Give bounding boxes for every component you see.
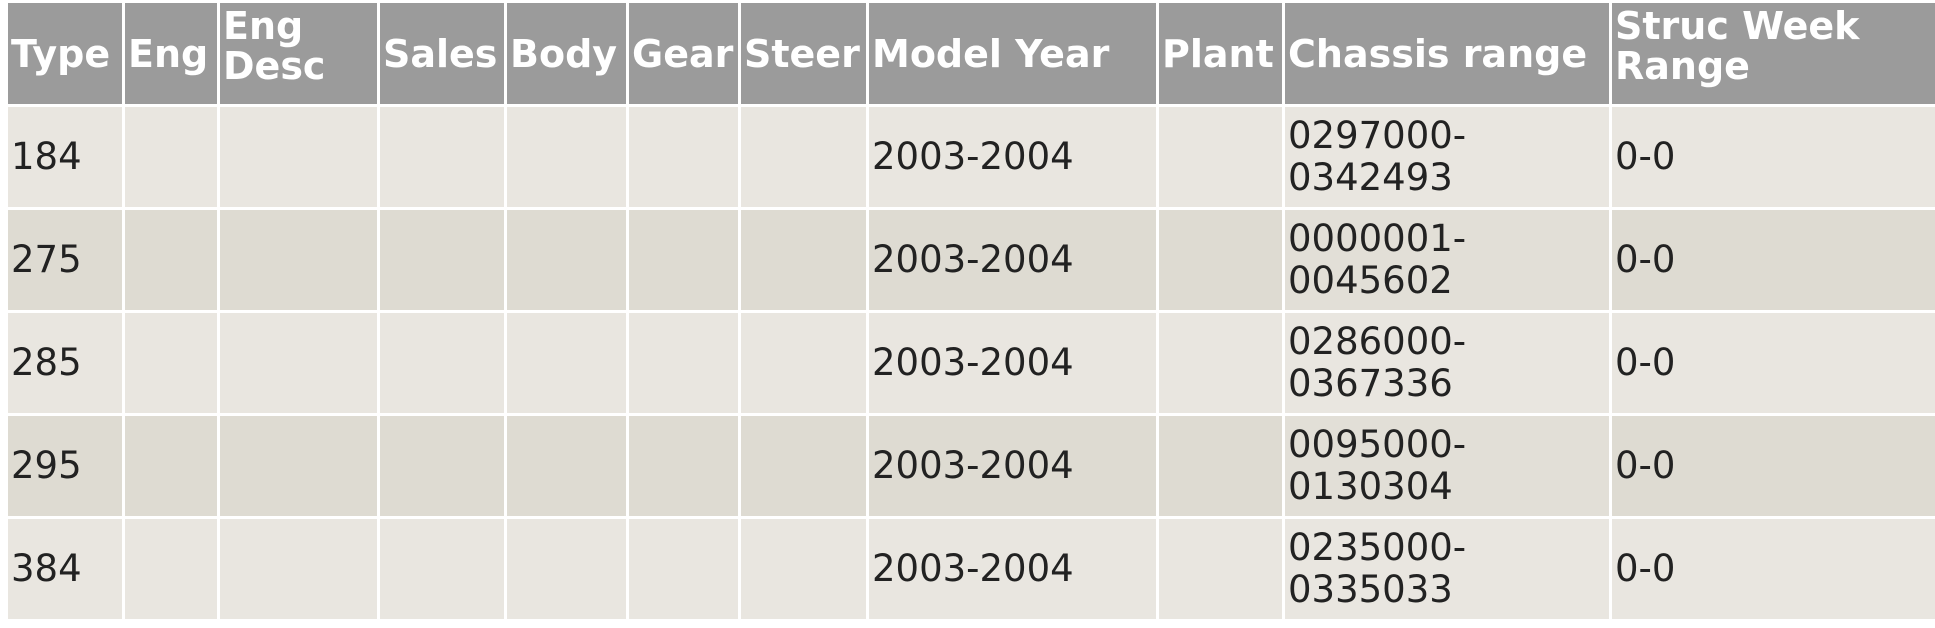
cell-model-year: 2003-2004 — [866, 413, 1159, 519]
cell-model-year: 2003-2004 — [866, 310, 1159, 416]
cell-eng-desc — [217, 310, 380, 416]
cell-chassis-range: 0095000-0130304 — [1282, 413, 1612, 519]
cell-type: 184 — [5, 104, 125, 210]
header-model-year: Model Year — [866, 0, 1159, 107]
cell-struc-week-range: 0-0 — [1609, 310, 1935, 416]
cell-model-year: 2003-2004 — [866, 207, 1159, 313]
cell-plant — [1156, 310, 1285, 416]
cell-type: 275 — [5, 207, 125, 313]
cell-sales — [377, 104, 507, 210]
header-row: Type Eng Eng Desc Sales Body Gear Steer … — [5, 0, 1935, 107]
cell-sales — [377, 207, 507, 313]
cell-chassis-range: 0297000-0342493 — [1282, 104, 1612, 210]
cell-steer — [738, 104, 869, 210]
cell-gear — [626, 207, 741, 313]
cell-steer — [738, 207, 869, 313]
cell-plant — [1156, 516, 1285, 622]
cell-steer — [738, 413, 869, 519]
header-eng-desc: Eng Desc — [217, 0, 380, 107]
cell-sales — [377, 310, 507, 416]
cell-chassis-range: 0286000-0367336 — [1282, 310, 1612, 416]
cell-eng-desc — [217, 207, 380, 313]
cell-eng — [122, 516, 220, 622]
cell-body — [504, 516, 629, 622]
cell-sales — [377, 516, 507, 622]
table-row: 285 2003-2004 0286000-0367336 0-0 — [5, 310, 1935, 416]
cell-body — [504, 104, 629, 210]
cell-gear — [626, 310, 741, 416]
cell-plant — [1156, 104, 1285, 210]
header-sales: Sales — [377, 0, 507, 107]
cell-eng-desc — [217, 104, 380, 210]
table-row: 295 2003-2004 0095000-0130304 0-0 — [5, 413, 1935, 519]
cell-eng — [122, 104, 220, 210]
cell-struc-week-range: 0-0 — [1609, 207, 1935, 313]
cell-eng-desc — [217, 413, 380, 519]
header-eng: Eng — [122, 0, 220, 107]
cell-gear — [626, 516, 741, 622]
header-gear: Gear — [626, 0, 741, 107]
header-body: Body — [504, 0, 629, 107]
cell-type: 285 — [5, 310, 125, 416]
table-header: Type Eng Eng Desc Sales Body Gear Steer … — [5, 0, 1935, 107]
cell-eng — [122, 413, 220, 519]
cell-plant — [1156, 207, 1285, 313]
cell-type: 295 — [5, 413, 125, 519]
cell-body — [504, 207, 629, 313]
cell-eng — [122, 207, 220, 313]
header-chassis-range: Chassis range — [1282, 0, 1612, 107]
cell-steer — [738, 310, 869, 416]
cell-steer — [738, 516, 869, 622]
cell-struc-week-range: 0-0 — [1609, 413, 1935, 519]
header-struc-week-range: Struc Week Range — [1609, 0, 1935, 107]
cell-model-year: 2003-2004 — [866, 516, 1159, 622]
cell-chassis-range: 0000001-0045602 — [1282, 207, 1612, 313]
header-steer: Steer — [738, 0, 869, 107]
cell-struc-week-range: 0-0 — [1609, 104, 1935, 210]
table-row: 184 2003-2004 0297000-0342493 0-0 — [5, 104, 1935, 210]
cell-chassis-range: 0235000-0335033 — [1282, 516, 1612, 622]
cell-eng-desc — [217, 516, 380, 622]
table-row: 384 2003-2004 0235000-0335033 0-0 — [5, 516, 1935, 622]
cell-gear — [626, 413, 741, 519]
header-type: Type — [5, 0, 125, 107]
cell-body — [504, 310, 629, 416]
header-plant: Plant — [1156, 0, 1285, 107]
cell-plant — [1156, 413, 1285, 519]
cell-struc-week-range: 0-0 — [1609, 516, 1935, 622]
cell-eng — [122, 310, 220, 416]
table-body: 184 2003-2004 0297000-0342493 0-0 275 20… — [5, 104, 1935, 622]
cell-gear — [626, 104, 741, 210]
cell-type: 384 — [5, 516, 125, 622]
cell-sales — [377, 413, 507, 519]
table-row: 275 2003-2004 0000001-0045602 0-0 — [5, 207, 1935, 313]
cell-model-year: 2003-2004 — [866, 104, 1159, 210]
cell-body — [504, 413, 629, 519]
vehicle-type-table: Type Eng Eng Desc Sales Body Gear Steer … — [5, 0, 1935, 622]
